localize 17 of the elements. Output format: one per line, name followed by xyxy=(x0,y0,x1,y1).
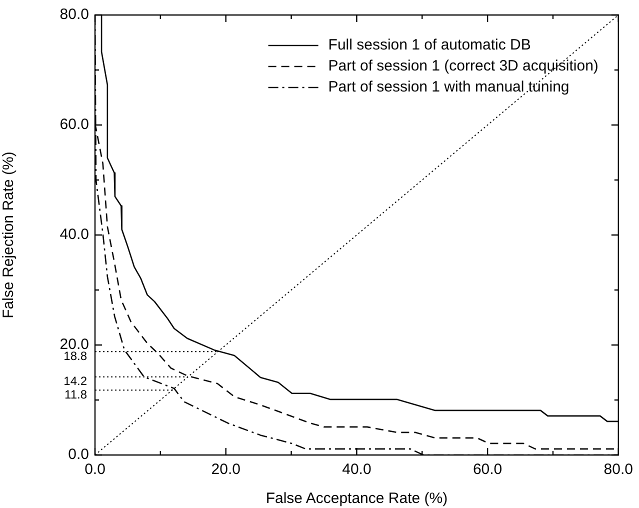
y-tick-label: 0.0 xyxy=(68,446,89,464)
ref-line-label: 11.8 xyxy=(64,387,88,402)
x-axis-title: False Acceptance Rate (%) xyxy=(266,490,448,508)
ref-line-label: 14.2 xyxy=(64,374,88,388)
ref-line-label: 18.8 xyxy=(64,348,88,363)
x-tick-label: 40.0 xyxy=(342,461,372,478)
x-tick-label: 60.0 xyxy=(472,461,502,478)
y-tick-label: 80.0 xyxy=(60,6,89,24)
legend-label: Part of session 1 (correct 3D acquisition) xyxy=(328,58,598,75)
legend-label: Part of session 1 with manual tuning xyxy=(328,78,570,96)
x-tick-label: 80.0 xyxy=(604,461,634,478)
x-tick-label: 0.0 xyxy=(84,461,106,478)
legend-label: Full session 1 of automatic DB xyxy=(328,36,531,54)
y-axis-title: False Rejection Rate (%) xyxy=(0,152,18,318)
x-tick-label: 20.0 xyxy=(211,461,240,478)
y-tick-label: 40.0 xyxy=(60,226,89,244)
y-tick-label: 60.0 xyxy=(60,116,89,134)
